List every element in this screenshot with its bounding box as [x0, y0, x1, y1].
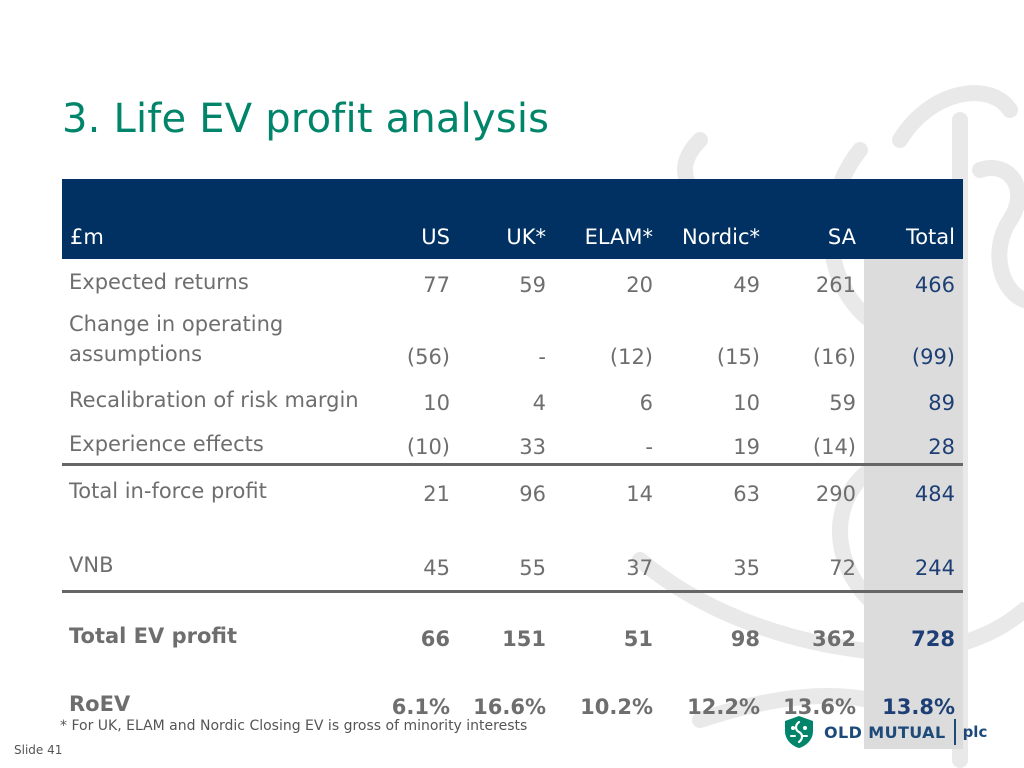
cell-value: 290: [768, 463, 864, 510]
cell-value: (10): [406, 435, 450, 459]
cell-value: (12): [609, 345, 653, 369]
cell-value: 77: [423, 273, 450, 297]
row-label: Experience effects: [69, 432, 264, 456]
cell-value: 37: [626, 556, 653, 580]
cell-value: 63: [661, 463, 768, 510]
cell-total: 28: [864, 419, 963, 465]
cell-total: (99): [864, 297, 963, 375]
slide-number: Slide 41: [14, 743, 63, 757]
cell-value: 12.2%: [687, 695, 760, 719]
cell-value: (14): [812, 435, 856, 459]
table-row: Recalibration of risk margin 10 4 6 10 5…: [62, 375, 963, 419]
table-row: Change in operating assumptions (56) - (…: [62, 297, 963, 375]
cell-value: 72: [829, 556, 856, 580]
row-label: Change in operating assumptions: [69, 312, 284, 366]
cell-value: 59: [519, 273, 546, 297]
cell-value: 362: [768, 590, 864, 659]
footnote: * For UK, ELAM and Nordic Closing EV is …: [60, 718, 528, 734]
cell-value: 13.6%: [783, 695, 856, 719]
cell-total: 13.8%: [864, 659, 963, 729]
cell-value: 55: [519, 556, 546, 580]
header-cell-sa: SA: [768, 179, 864, 259]
cell-value: 10: [423, 391, 450, 415]
cell-value: 14: [554, 463, 661, 510]
cell-value: -: [645, 435, 653, 459]
cell-value: (16): [812, 345, 856, 369]
table-row: Experience effects (10) 33 - 19 (14) 28: [62, 419, 963, 465]
cell-value: 4: [532, 391, 546, 415]
cell-value: 10.2%: [580, 695, 653, 719]
cell-value: 35: [733, 556, 760, 580]
cell-value: -: [538, 345, 546, 369]
table-spacer-row: [62, 729, 963, 749]
logo-suffix: plc: [962, 723, 988, 741]
row-label: Recalibration of risk margin: [69, 388, 359, 412]
cell-value: 21: [388, 463, 458, 510]
logo-divider: [953, 719, 956, 745]
cell-value: 33: [519, 435, 546, 459]
cell-total: 728: [864, 590, 963, 659]
shield-crest-icon: [785, 716, 813, 748]
row-label: Expected returns: [69, 270, 249, 294]
header-cell-unit: £m: [62, 179, 388, 259]
row-label: RoEV: [69, 692, 131, 716]
cell-value: 98: [661, 590, 768, 659]
cell-value: 96: [458, 463, 554, 510]
row-label: Total EV profit: [62, 590, 388, 659]
cell-value: 66: [388, 590, 458, 659]
old-mutual-logo: OLD MUTUAL plc: [782, 714, 1002, 750]
cell-value: 151: [458, 590, 554, 659]
row-label: Total in-force profit: [62, 463, 388, 510]
cell-total: 466: [864, 259, 963, 297]
table-row: Total EV profit 66 151 51 98 362 728: [62, 590, 963, 659]
cell-value: 10: [733, 391, 760, 415]
table-row: RoEV 6.1% 16.6% 10.2% 12.2% 13.6% 13.8%: [62, 659, 963, 729]
cell-value: 59: [829, 391, 856, 415]
row-label: VNB: [69, 553, 114, 577]
table-row: Expected returns 77 59 20 49 261 466: [62, 259, 963, 297]
header-cell-elam: ELAM*: [554, 179, 661, 259]
ev-profit-table: £m US UK* ELAM* Nordic* SA Total Expecte…: [62, 179, 963, 749]
cell-total: 244: [864, 510, 963, 592]
header-cell-nordic: Nordic*: [661, 179, 768, 259]
cell-value: 16.6%: [473, 695, 546, 719]
logo-wordmark: OLD MUTUAL: [824, 722, 946, 742]
header-cell-total: Total: [864, 179, 963, 259]
cell-value: (15): [716, 345, 760, 369]
cell-value: (56): [406, 345, 450, 369]
total-column-tail: [864, 729, 963, 749]
cell-total: 484: [864, 463, 963, 510]
cell-value: 6: [639, 391, 653, 415]
cell-value: 19: [733, 435, 760, 459]
page-title: 3. Life EV profit analysis: [62, 96, 550, 142]
header-cell-us: US: [388, 179, 458, 259]
cell-total: 89: [864, 375, 963, 419]
header-cell-uk: UK*: [458, 179, 554, 259]
cell-value: 49: [733, 273, 760, 297]
table-row: Total in-force profit 21 96 14 63 290 48…: [62, 463, 963, 510]
cell-value: 45: [423, 556, 450, 580]
cell-value: 6.1%: [391, 695, 450, 719]
table-row: VNB 45 55 37 35 72 244: [62, 510, 963, 592]
cell-value: 51: [554, 590, 661, 659]
cell-value: 261: [815, 273, 856, 297]
table-header-row: £m US UK* ELAM* Nordic* SA Total: [62, 179, 963, 259]
cell-value: 20: [626, 273, 653, 297]
